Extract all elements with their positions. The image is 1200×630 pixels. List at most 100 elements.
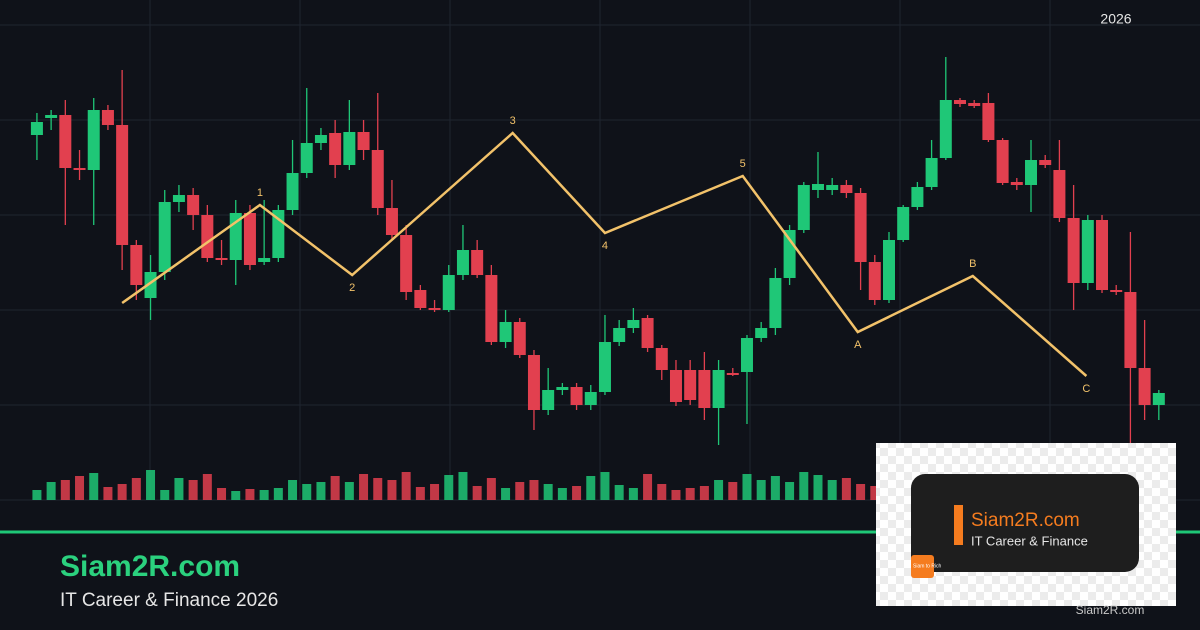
candle-body	[1124, 292, 1137, 368]
candle-body	[314, 135, 327, 143]
volume-bar	[401, 472, 411, 500]
volume-bar	[870, 486, 880, 500]
candle-body	[116, 125, 129, 245]
overlay-brand: Siam2R.com	[971, 510, 1080, 531]
volume-bar	[46, 482, 56, 500]
volume-bar	[856, 484, 866, 500]
candle-body	[300, 143, 313, 173]
volume-bar	[302, 484, 312, 500]
candle-body	[698, 370, 711, 408]
wave-label: B	[969, 258, 976, 270]
volume-bar	[472, 486, 482, 500]
candle-body	[130, 245, 143, 285]
candle-body	[1138, 368, 1151, 405]
candle-body	[755, 328, 768, 338]
candle-body	[954, 100, 966, 104]
volume-bar	[359, 474, 369, 500]
volume-bar	[756, 480, 766, 500]
candle-body	[258, 258, 271, 262]
volume-bar	[827, 480, 837, 500]
candle-body	[499, 322, 512, 342]
volume-bar	[387, 480, 397, 500]
candle-body	[1039, 160, 1052, 165]
candle-body	[797, 185, 810, 230]
candle-body	[598, 342, 611, 392]
volume-bar	[529, 480, 539, 500]
overlay-card	[911, 474, 1139, 572]
footer-title: Siam2R.com	[60, 550, 240, 583]
candle-body	[939, 100, 952, 158]
wave-label: 4	[602, 240, 608, 252]
candle-body	[897, 207, 910, 240]
logo-box	[911, 555, 934, 578]
volume-bar	[586, 476, 596, 500]
wave-label: C	[1082, 383, 1090, 395]
wave-label: A	[854, 339, 862, 351]
volume-bar	[316, 482, 326, 500]
candle-body	[982, 103, 995, 140]
volume-bar	[785, 482, 795, 500]
volume-bar	[458, 472, 468, 500]
volume-bar	[728, 482, 738, 500]
volume-bar	[188, 480, 198, 500]
grid	[0, 0, 1200, 501]
volume-bar	[344, 482, 354, 500]
volume-bar	[699, 486, 709, 500]
candle-body	[286, 173, 299, 210]
volume-bar	[543, 484, 553, 500]
candle-body	[400, 235, 413, 292]
candle-body	[854, 193, 867, 262]
volume-bar	[799, 472, 809, 500]
candle-body	[1025, 160, 1038, 185]
volume-bar	[217, 488, 227, 500]
volume-bar	[813, 475, 823, 500]
candle-body	[726, 373, 739, 375]
candle-body	[187, 195, 200, 215]
candle-body	[968, 103, 981, 106]
candle-body	[811, 184, 824, 190]
candle-body	[655, 348, 668, 370]
year-label: 2026	[1100, 11, 1131, 27]
candle-body	[456, 250, 469, 275]
overlay-bar	[954, 505, 963, 545]
volume-bar	[515, 482, 525, 500]
candle-body	[769, 278, 782, 328]
volume-bar	[103, 487, 113, 500]
candle-body	[201, 215, 214, 258]
volume-bar	[288, 480, 298, 500]
volume-bar	[60, 480, 70, 500]
candle-body	[45, 115, 58, 118]
volume-bar	[373, 478, 383, 500]
volume-bar	[131, 478, 141, 500]
volume-bar	[231, 491, 241, 500]
wave-line	[121, 131, 1088, 377]
watermark: Siam2R.com	[1076, 603, 1145, 617]
volume-bar	[273, 488, 283, 500]
candle-body	[1110, 290, 1123, 292]
candle-body	[428, 308, 441, 310]
candle-body	[144, 272, 157, 298]
volume-bar	[572, 486, 582, 500]
candle-body	[527, 355, 540, 410]
volume-bar	[671, 490, 681, 500]
volume-bar	[643, 474, 653, 500]
candle-body	[1081, 220, 1094, 283]
volume-bar	[330, 476, 340, 500]
candle-body	[414, 290, 427, 308]
candle-body	[59, 115, 72, 168]
candle-body	[882, 240, 895, 300]
candle-body	[669, 370, 682, 402]
candle-body	[570, 387, 583, 405]
candle-body	[485, 275, 498, 342]
candle-body	[1067, 218, 1080, 283]
volume-bar	[430, 484, 440, 500]
volume-bar	[174, 478, 184, 500]
candle-body	[684, 370, 697, 400]
candle-body	[172, 195, 185, 202]
volume-bar	[160, 490, 170, 500]
wave-label: 2	[349, 282, 355, 294]
candle-body	[925, 158, 938, 187]
candle-body	[826, 185, 839, 190]
candle-body	[442, 275, 455, 310]
